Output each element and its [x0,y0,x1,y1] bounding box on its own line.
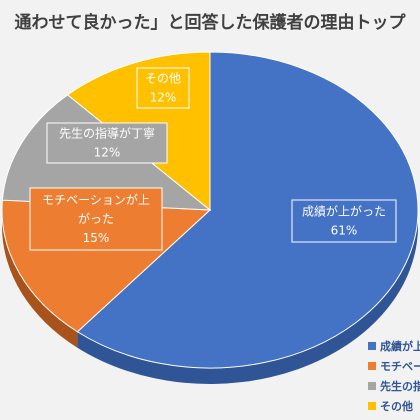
chart-title: 通わせて良かった」と回答した保護者の理由トップ [14,13,406,33]
data-label-box [136,67,190,109]
pie-slice-side-motivation [2,210,78,348]
legend-label: モチベー [380,360,420,373]
data-label-text: 12% [94,146,121,160]
data-label-text: 61% [331,224,358,238]
data-label-teacher: 先生の指導が丁寧 12% [46,122,168,164]
legend-item-teacher: 先生の指 [368,376,420,396]
legend-label: その他 [380,400,413,413]
data-label-text: その他 [145,72,181,86]
data-label-text: がった [78,211,114,226]
legend-swatch [368,342,376,350]
data-label-box [291,199,397,243]
data-label-seiseki: 成績が上がった 61% [291,199,397,243]
data-label-box [46,122,168,164]
legend-item-motivation: モチベー [368,356,420,376]
legend: 成績が上 モチベー 先生の指 その他 [368,336,420,416]
legend-swatch [368,402,376,410]
pie-slice-seiseki [76,51,419,369]
legend-label: 成績が上 [380,340,420,353]
data-label-text: 12% [150,91,177,105]
data-label-box [29,187,163,251]
data-label-text: 先生の指導が丁寧 [59,126,155,141]
legend-swatch [368,382,376,390]
legend-swatch [368,362,376,370]
data-label-other: その他 12% [136,67,190,109]
data-label-text: 成績が上がった [302,204,386,219]
data-label-text: モチベーションが上 [42,192,150,207]
legend-item-other: その他 [368,396,420,416]
data-label-text: 15% [83,231,110,245]
legend-item-seiseki: 成績が上 [368,336,420,356]
pie-slice-side-seiseki [77,210,419,384]
legend-label: 先生の指 [380,380,420,393]
